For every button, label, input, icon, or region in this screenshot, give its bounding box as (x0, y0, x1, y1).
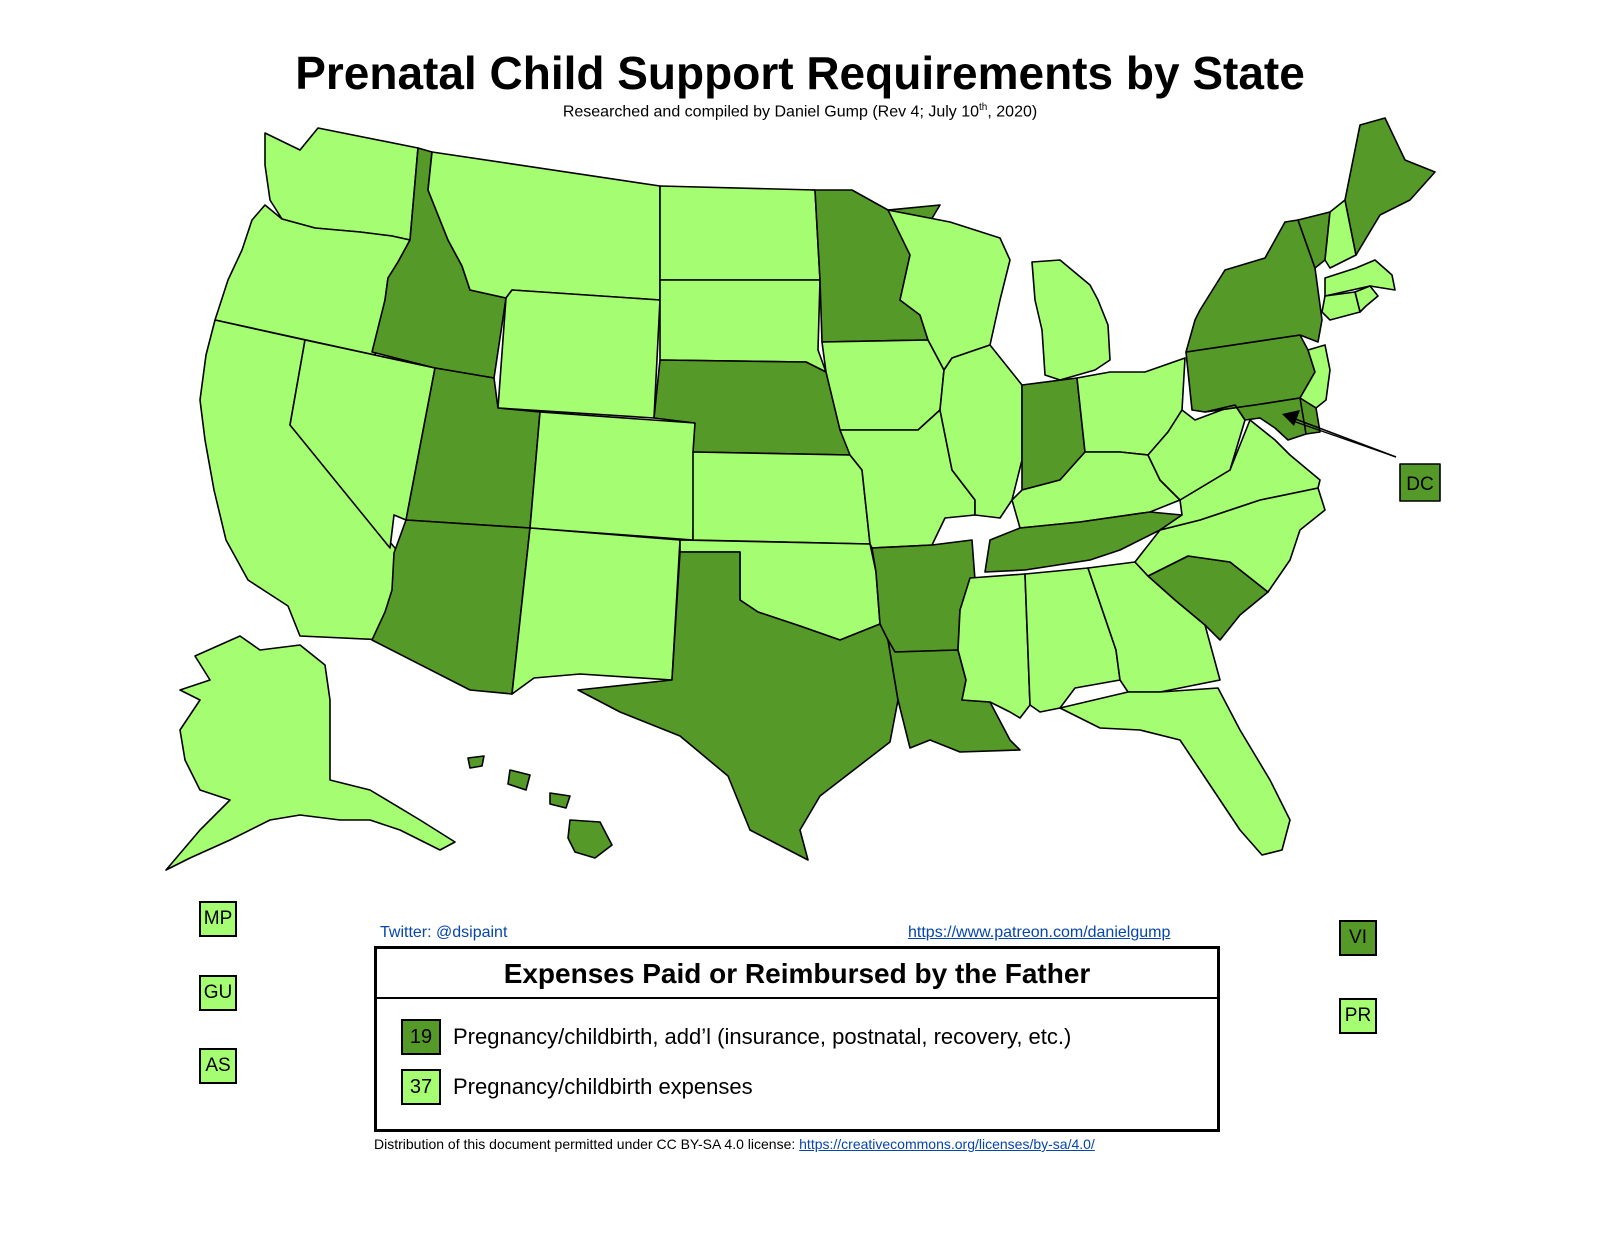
territory-mp: MP (199, 901, 237, 937)
state-tx (577, 551, 899, 861)
state-az (371, 519, 531, 695)
license-link[interactable]: https://creativecommons.org/licenses/by-… (799, 1136, 1095, 1152)
legend-label-basic: Pregnancy/childbirth expenses (453, 1074, 753, 1099)
state-ct (1321, 291, 1361, 321)
state-sd (659, 279, 827, 373)
state-md (1204, 397, 1307, 441)
state-hi-part (549, 792, 571, 809)
legend: Expenses Paid or Reimbursed by the Fathe… (374, 946, 1220, 1132)
patreon-link[interactable]: https://www.patreon.com/danielgump (908, 924, 1171, 941)
state-wy (497, 289, 661, 419)
legend-row-basic: 37 Pregnancy/childbirth expenses (401, 1069, 753, 1105)
state-ak (165, 635, 456, 871)
legend-swatch-dark: 19 (401, 1019, 441, 1055)
state-wv (1147, 404, 1246, 501)
state-co (529, 411, 696, 541)
legend-label-additional: Pregnancy/childbirth, add’l (insurance, … (453, 1024, 1072, 1049)
state-ms (957, 573, 1031, 719)
legend-swatch-light: 37 (401, 1069, 441, 1105)
state-ny (1185, 219, 1323, 353)
state-hi-part (467, 755, 485, 769)
territory-as: AS (199, 1048, 237, 1084)
map-title: Prenatal Child Support Requirements by S… (295, 47, 1305, 99)
state-ia (821, 339, 945, 431)
territory-pr: PR (1339, 998, 1377, 1034)
state-nm (511, 527, 681, 695)
dc-marker: DC (1399, 463, 1441, 502)
license-note: Distribution of this document permitted … (374, 1136, 1095, 1152)
state-hi-part (507, 769, 531, 791)
twitter-link[interactable]: Twitter: @dsipaint (380, 924, 508, 941)
svg-text:DC: DC (1406, 474, 1433, 495)
state-nd (659, 185, 821, 281)
state-fl (1059, 687, 1291, 856)
state-il (939, 344, 1023, 519)
territory-vi: VI (1339, 920, 1377, 956)
state-ks (692, 451, 871, 545)
legend-row-additional: 19 Pregnancy/childbirth, add’l (insuranc… (401, 1019, 1071, 1055)
legend-title: Expenses Paid or Reimbursed by the Fathe… (377, 949, 1217, 999)
state-va (1159, 419, 1321, 531)
map-subtitle: Researched and compiled by Daniel Gump (… (562, 102, 1038, 121)
state-nj (1299, 344, 1331, 409)
state-hi (567, 819, 613, 859)
state-mi (1031, 259, 1111, 381)
territory-gu: GU (199, 975, 237, 1011)
dc-pointer (1282, 410, 1397, 458)
state-me (1344, 117, 1436, 256)
